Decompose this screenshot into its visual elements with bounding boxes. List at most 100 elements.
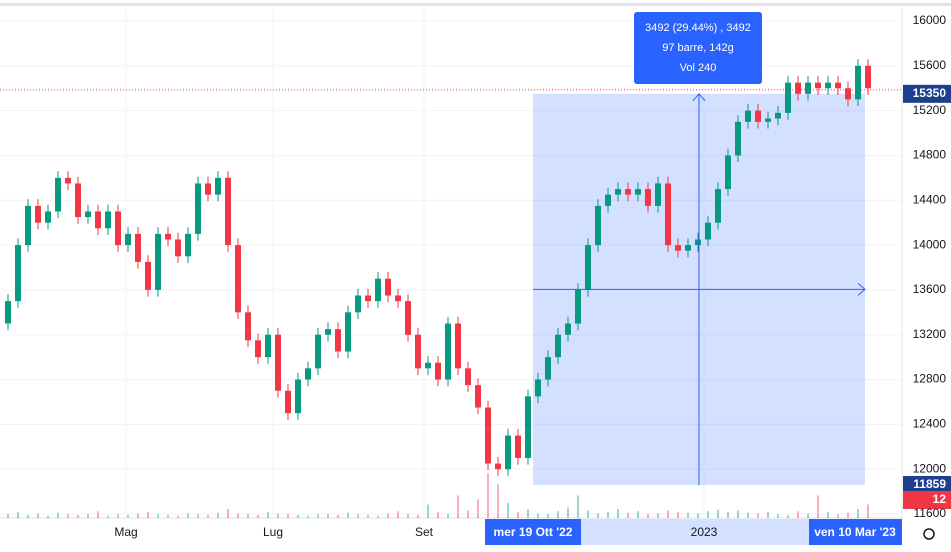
volume-bar bbox=[577, 495, 579, 518]
volume-bar bbox=[87, 513, 89, 518]
candle-body bbox=[555, 334, 561, 358]
volume-bar bbox=[707, 511, 709, 518]
candle-body bbox=[365, 295, 371, 302]
volume-bar bbox=[437, 512, 439, 518]
candle-body bbox=[395, 295, 401, 302]
candle-body bbox=[465, 368, 471, 386]
candle-body bbox=[35, 205, 41, 223]
y-tick-label: 16000 bbox=[913, 13, 947, 27]
volume-bar bbox=[507, 503, 509, 518]
volume-bar bbox=[377, 515, 379, 518]
candle-body bbox=[385, 278, 391, 296]
volume-bar bbox=[567, 507, 569, 518]
candle-body bbox=[175, 239, 181, 257]
volume-bar bbox=[837, 514, 839, 518]
candle-body bbox=[285, 390, 291, 414]
volume-bar bbox=[337, 515, 339, 518]
volume-bar bbox=[257, 515, 259, 518]
y-tick-label: 14000 bbox=[913, 237, 947, 251]
volume-bar bbox=[727, 512, 729, 518]
candle-body bbox=[615, 189, 621, 195]
x-tick-label: Lug bbox=[263, 525, 283, 539]
volume-bar bbox=[797, 511, 799, 518]
volume-bar bbox=[317, 514, 319, 518]
candle-body bbox=[665, 183, 671, 246]
candle-body bbox=[795, 82, 801, 94]
volume-bar bbox=[277, 513, 279, 518]
volume-bar bbox=[467, 510, 469, 518]
volume-bar bbox=[187, 513, 189, 518]
volume-bar bbox=[397, 511, 399, 518]
volume-bar bbox=[647, 514, 649, 518]
volume-bar bbox=[207, 515, 209, 518]
candle-body bbox=[585, 245, 591, 290]
candle-body bbox=[805, 82, 811, 94]
volume-bar bbox=[737, 510, 739, 518]
candle-body bbox=[85, 211, 91, 218]
candle-body bbox=[415, 334, 421, 369]
tooltip-line: 3492 (29.44%) , 3492 bbox=[645, 22, 751, 34]
candle-body bbox=[725, 155, 731, 190]
volume-bar bbox=[177, 515, 179, 518]
candle-body bbox=[165, 233, 171, 240]
volume-bar bbox=[357, 514, 359, 518]
candle-body bbox=[295, 379, 301, 414]
volume-bar bbox=[657, 513, 659, 518]
volume-bar bbox=[687, 512, 689, 518]
volume-bar bbox=[547, 514, 549, 518]
candle-body bbox=[45, 211, 51, 223]
volume-bar bbox=[307, 515, 309, 518]
candle-body bbox=[355, 295, 361, 313]
candle-body bbox=[685, 245, 691, 251]
candle-body bbox=[265, 334, 271, 358]
volume-bar bbox=[47, 515, 49, 518]
candle-body bbox=[865, 65, 871, 89]
settings-icon bbox=[923, 528, 935, 540]
candle-body bbox=[835, 82, 841, 89]
volume-bar bbox=[587, 510, 589, 518]
volume-bar bbox=[747, 512, 749, 518]
volume-bar bbox=[217, 512, 219, 518]
volume-bar bbox=[347, 512, 349, 518]
volume-bar bbox=[297, 515, 299, 518]
candle-body bbox=[815, 82, 821, 89]
candle-body bbox=[185, 233, 191, 257]
candle-body bbox=[595, 205, 601, 246]
candle-body bbox=[325, 329, 331, 335]
last-price-tag: 15350 bbox=[913, 86, 947, 100]
candle-body bbox=[455, 323, 461, 369]
candle-body bbox=[15, 245, 21, 302]
volume-bar bbox=[717, 509, 719, 518]
y-tick-label: 11600 bbox=[914, 506, 947, 520]
volume-bar bbox=[27, 515, 29, 518]
candle-body bbox=[695, 239, 701, 246]
volume-bar bbox=[807, 513, 809, 518]
candle-body bbox=[645, 189, 651, 206]
candle-body bbox=[145, 261, 151, 290]
last-price-tag-bg bbox=[903, 84, 951, 103]
top-border bbox=[0, 3, 951, 6]
volume-bar bbox=[367, 515, 369, 518]
candle-body bbox=[485, 407, 491, 464]
y-tick-label: 12400 bbox=[913, 417, 947, 431]
candle-body bbox=[255, 340, 261, 358]
x-tick-label: Set bbox=[415, 525, 434, 539]
end-date: ven 10 Mar '23 bbox=[814, 525, 896, 539]
volume-bar bbox=[407, 514, 409, 518]
candle-body bbox=[625, 189, 631, 195]
candle-body bbox=[855, 65, 861, 100]
candle-body bbox=[495, 463, 501, 470]
measure-start-tag: 11859 bbox=[913, 477, 946, 491]
axis: 11600 12000 12400 12800 13200 13600 14000 14400… bbox=[114, 13, 946, 539]
candle-body bbox=[195, 183, 201, 234]
candle-body bbox=[375, 278, 381, 302]
volume-bar bbox=[7, 514, 9, 518]
candle-body bbox=[605, 194, 611, 206]
candle-body bbox=[205, 183, 211, 195]
y-tick-label: 14800 bbox=[913, 148, 947, 162]
candle-body bbox=[315, 334, 321, 369]
volume-bar bbox=[117, 514, 119, 518]
candle-body bbox=[435, 362, 441, 380]
candle-body bbox=[765, 118, 771, 122]
volume-bar bbox=[107, 515, 109, 518]
